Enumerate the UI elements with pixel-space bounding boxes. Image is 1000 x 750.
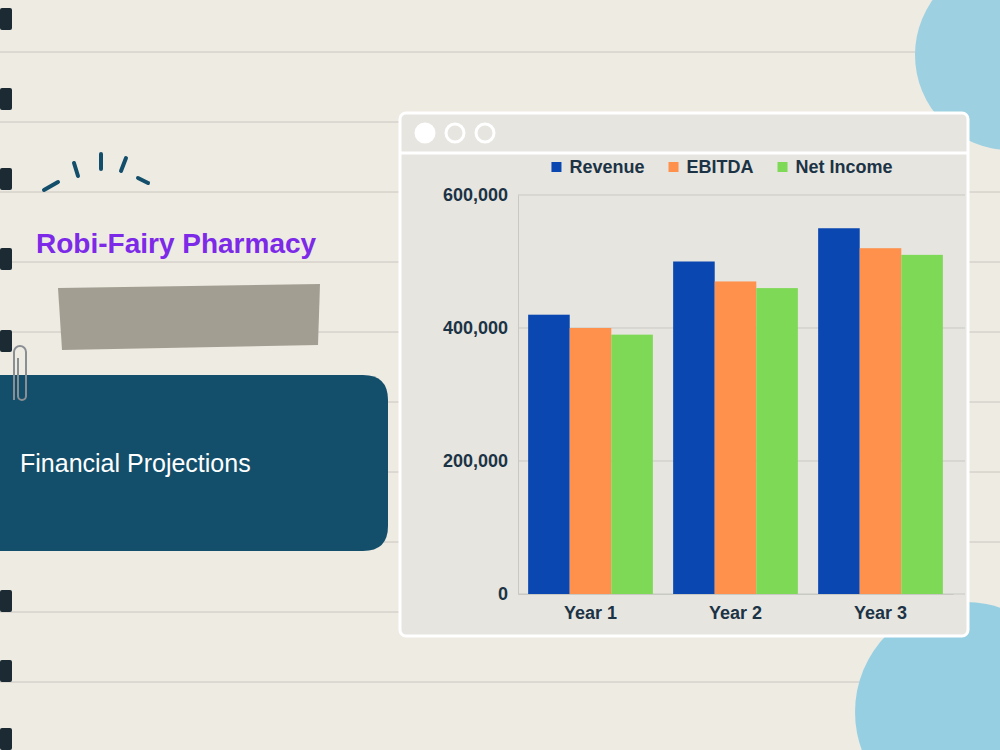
grid-line — [518, 195, 965, 196]
bar — [611, 335, 653, 594]
chart-window — [400, 113, 968, 636]
bar — [570, 328, 612, 594]
tape — [58, 284, 320, 350]
paper-line — [0, 682, 1000, 683]
sparkles — [44, 154, 148, 190]
legend-swatch — [778, 162, 788, 172]
y-tick: 600,000 — [443, 185, 518, 205]
legend-swatch — [551, 162, 561, 172]
x-tick: Year 1 — [564, 594, 617, 623]
torn-mark — [0, 8, 12, 30]
page-title: Robi-Fairy Pharmacy — [36, 228, 317, 259]
subtitle-box — [0, 375, 388, 551]
bar — [901, 255, 943, 594]
x-tick: Year 2 — [709, 594, 762, 623]
sparkle — [138, 178, 148, 183]
x-axis-line — [519, 594, 954, 595]
bar — [715, 281, 757, 594]
y-axis-line — [518, 196, 519, 595]
paper-clip — [14, 346, 26, 400]
grid — [518, 195, 965, 594]
bar — [756, 288, 798, 594]
legend-label: Revenue — [569, 157, 644, 177]
torn-mark — [0, 660, 12, 682]
x-tick: Year 3 — [854, 594, 907, 623]
x-tick-label: Year 1 — [564, 603, 617, 623]
sparkle — [99, 154, 103, 169]
sparkle — [74, 163, 78, 176]
bars — [528, 228, 943, 594]
torn-mark — [0, 728, 12, 750]
bar — [528, 315, 570, 594]
paper-lines — [0, 52, 1000, 682]
window-button — [446, 124, 464, 142]
y-tick-label: 600,000 — [443, 185, 508, 205]
bar — [818, 228, 860, 594]
legend-item: Net Income — [778, 157, 893, 177]
page-subtitle: Financial Projections — [20, 449, 251, 477]
window-button — [476, 124, 494, 142]
torn-mark — [0, 590, 12, 612]
x-axis: Year 1 Year 2 Year 3 — [519, 594, 954, 623]
torn-mark — [0, 88, 12, 110]
bar — [860, 248, 902, 594]
window-button — [416, 124, 434, 142]
torn-mark — [0, 248, 12, 270]
window-frame — [400, 113, 968, 636]
window-bar-line — [400, 152, 968, 155]
torn-mark — [0, 330, 12, 352]
paper-line — [0, 52, 1000, 53]
legend-swatch — [669, 162, 679, 172]
legend-item: EBITDA — [669, 157, 754, 177]
legend: Revenue EBITDA Net Income — [551, 157, 892, 177]
page: Robi-Fairy Pharmacy Financial Projections… — [0, 0, 1000, 750]
legend-label: EBITDA — [687, 157, 754, 177]
y-axis: 0 200,000 400,000 600,000 — [443, 185, 519, 604]
y-tick-label: 200,000 — [443, 451, 508, 471]
sparkle — [44, 182, 58, 190]
y-tick-label: 0 — [498, 584, 508, 604]
x-tick-label: Year 2 — [709, 603, 762, 623]
legend-label: Net Income — [796, 157, 893, 177]
paper — [0, 0, 1000, 750]
bar — [673, 262, 715, 595]
y-tick: 0 — [498, 584, 518, 604]
legend-item: Revenue — [551, 157, 644, 177]
y-tick-label: 400,000 — [443, 318, 508, 338]
x-tick-label: Year 3 — [854, 603, 907, 623]
torn-mark — [0, 168, 12, 190]
y-tick: 200,000 — [443, 451, 518, 471]
sparkle — [121, 158, 126, 171]
y-tick: 400,000 — [443, 318, 518, 338]
